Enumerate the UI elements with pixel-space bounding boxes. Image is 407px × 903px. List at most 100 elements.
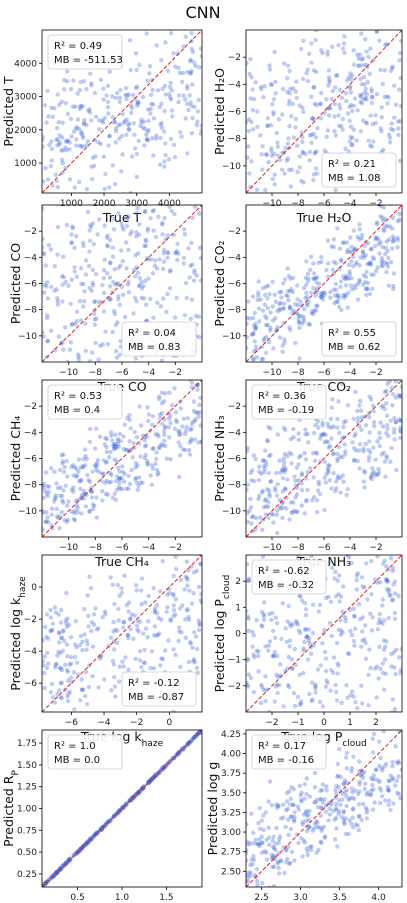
data-point (347, 818, 352, 823)
x-tick-label: −10 (59, 368, 78, 378)
data-point (198, 597, 202, 603)
data-point (74, 274, 80, 279)
data-point (381, 227, 386, 232)
data-point (65, 654, 70, 659)
data-point (64, 642, 70, 647)
data-point (386, 787, 391, 793)
data-point (92, 311, 97, 316)
data-point (326, 75, 332, 80)
data-point (382, 618, 387, 623)
data-point (397, 394, 402, 399)
data-point (89, 837, 94, 842)
data-point (264, 152, 269, 158)
data-point (383, 798, 388, 803)
data-point (246, 875, 251, 880)
data-point (161, 247, 167, 253)
data-point (60, 274, 65, 279)
data-point (378, 214, 383, 219)
data-point (369, 473, 374, 479)
data-point (124, 447, 129, 453)
data-point (263, 512, 268, 517)
data-point (359, 101, 365, 106)
data-point (331, 451, 336, 456)
data-point (356, 56, 361, 61)
y-tick-label: 0 (31, 583, 37, 593)
data-point (300, 819, 306, 825)
data-point (281, 802, 286, 807)
data-point (376, 20, 380, 24)
data-point (332, 128, 337, 134)
data-point (362, 585, 367, 590)
data-point (325, 274, 331, 279)
data-point (50, 183, 55, 188)
data-point (314, 171, 320, 176)
data-point (172, 212, 177, 217)
data-point (112, 446, 117, 451)
data-point (43, 470, 49, 475)
data-point (47, 484, 52, 489)
data-point (46, 114, 51, 119)
data-point (307, 808, 312, 814)
data-point (257, 843, 262, 848)
data-point (357, 602, 362, 607)
data-point (338, 594, 344, 599)
data-point (396, 132, 401, 138)
data-point (42, 179, 46, 184)
data-point (310, 602, 316, 607)
data-point (371, 420, 377, 425)
data-point (348, 23, 352, 27)
data-point (341, 420, 347, 425)
data-point (196, 314, 202, 319)
data-point (295, 143, 300, 148)
data-point (143, 239, 149, 244)
data-point (50, 525, 55, 531)
identity-line (246, 555, 402, 712)
data-point (259, 356, 264, 362)
data-point (261, 687, 266, 693)
data-point (95, 457, 101, 463)
data-point (102, 186, 107, 192)
data-point (246, 578, 251, 584)
data-point (112, 684, 118, 689)
data-point (119, 586, 124, 591)
data-point (125, 93, 130, 98)
data-point (189, 46, 195, 52)
data-point (163, 92, 168, 97)
data-point (143, 600, 148, 605)
data-point (398, 119, 402, 124)
data-point (183, 97, 188, 102)
data-point (324, 267, 329, 273)
data-point (253, 515, 259, 521)
data-point (369, 476, 374, 482)
data-point (189, 601, 195, 606)
data-point (314, 509, 320, 515)
data-point (168, 31, 174, 36)
data-point (329, 486, 334, 491)
data-point (306, 627, 311, 632)
data-point (81, 464, 86, 469)
data-point (134, 24, 138, 28)
data-point (300, 76, 306, 82)
data-point (49, 284, 54, 289)
data-point (367, 647, 372, 652)
data-point (42, 206, 45, 211)
data-point (256, 496, 261, 502)
data-point (168, 456, 173, 462)
data-point (107, 185, 112, 190)
data-point (268, 123, 274, 128)
data-point (343, 831, 349, 837)
data-point (78, 846, 83, 851)
data-point (174, 295, 179, 300)
data-point (285, 156, 291, 161)
data-point (105, 342, 111, 347)
data-point (99, 827, 104, 833)
data-point (48, 690, 54, 695)
data-point (285, 89, 290, 95)
data-point (68, 661, 74, 666)
data-point (282, 467, 288, 473)
data-point (151, 208, 157, 213)
data-point (108, 260, 113, 266)
data-point (45, 636, 51, 641)
data-point (287, 124, 292, 129)
data-point (119, 284, 125, 290)
